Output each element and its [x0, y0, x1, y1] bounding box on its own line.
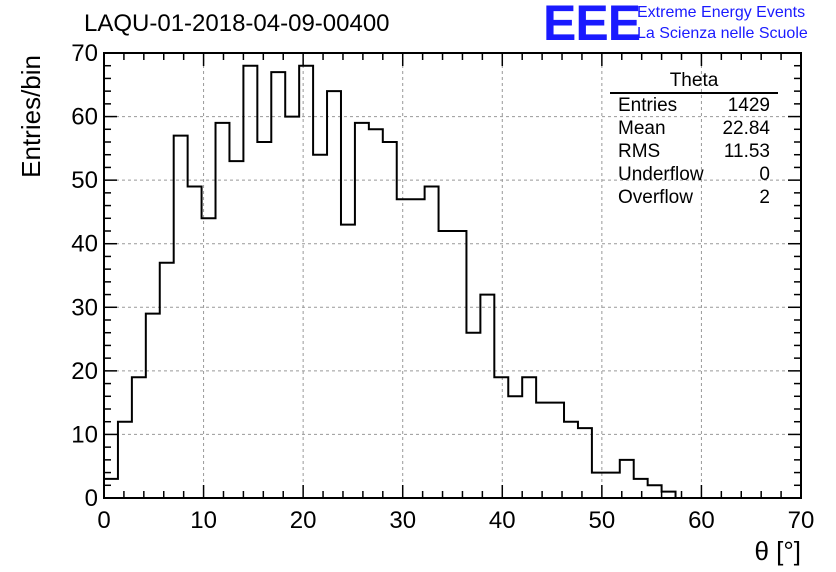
stats-label: Entries: [618, 95, 678, 116]
x-tick-label: 20: [290, 507, 317, 534]
y-tick-label: 70: [71, 40, 98, 67]
plot-frame: [103, 52, 802, 499]
stats-label: Overflow: [618, 187, 693, 208]
x-tick-label: 60: [688, 507, 715, 534]
stats-row-entries: Entries 1429: [610, 94, 778, 117]
x-tick-label: 0: [97, 507, 110, 534]
stats-label: RMS: [618, 141, 661, 162]
stats-label: Underflow: [618, 164, 704, 185]
y-tick-label: 50: [71, 167, 98, 194]
eee-logo: EEE: [543, 0, 641, 51]
stats-value: 22.84: [722, 118, 770, 139]
axis-ticks: [103, 52, 802, 499]
stats-value: 1429: [727, 95, 770, 116]
y-tick-label: 20: [71, 358, 98, 385]
logo-line-1: Extreme Energy Events: [637, 4, 806, 21]
x-tick-label: 10: [190, 507, 217, 534]
grid-lines: [104, 53, 801, 498]
stats-title: Theta: [610, 70, 778, 94]
y-tick-label: 40: [71, 231, 98, 258]
stats-value: 11.53: [723, 141, 770, 162]
stats-box: Theta Entries 1429 Mean 22.84 RMS 11.53 …: [610, 70, 778, 209]
stats-value: 2: [759, 187, 770, 208]
x-tick-label: 30: [389, 507, 416, 534]
x-tick-label: 70: [788, 507, 815, 534]
y-axis-label: Entries/bin: [16, 55, 46, 178]
stats-row-underflow: Underflow 0: [610, 163, 778, 186]
x-tick-label: 50: [589, 507, 616, 534]
x-axis-label: θ [°]: [754, 536, 801, 566]
logo-line-2: La Scienza nelle Scuole: [637, 25, 808, 42]
histogram-series: [103, 64, 677, 498]
y-tick-label: 60: [71, 104, 98, 131]
stats-row-rms: RMS 11.53: [610, 140, 778, 163]
x-tick-label: 40: [489, 507, 516, 534]
stats-row-mean: Mean 22.84: [610, 117, 778, 140]
chart-title: LAQU-01-2018-04-09-00400: [84, 10, 390, 37]
stats-value: 0: [759, 164, 770, 185]
y-tick-label: 0: [85, 485, 98, 512]
y-tick-label: 10: [71, 421, 98, 448]
y-tick-label: 30: [71, 294, 98, 321]
stats-label: Mean: [618, 118, 666, 139]
stats-row-overflow: Overflow 2: [610, 186, 778, 209]
